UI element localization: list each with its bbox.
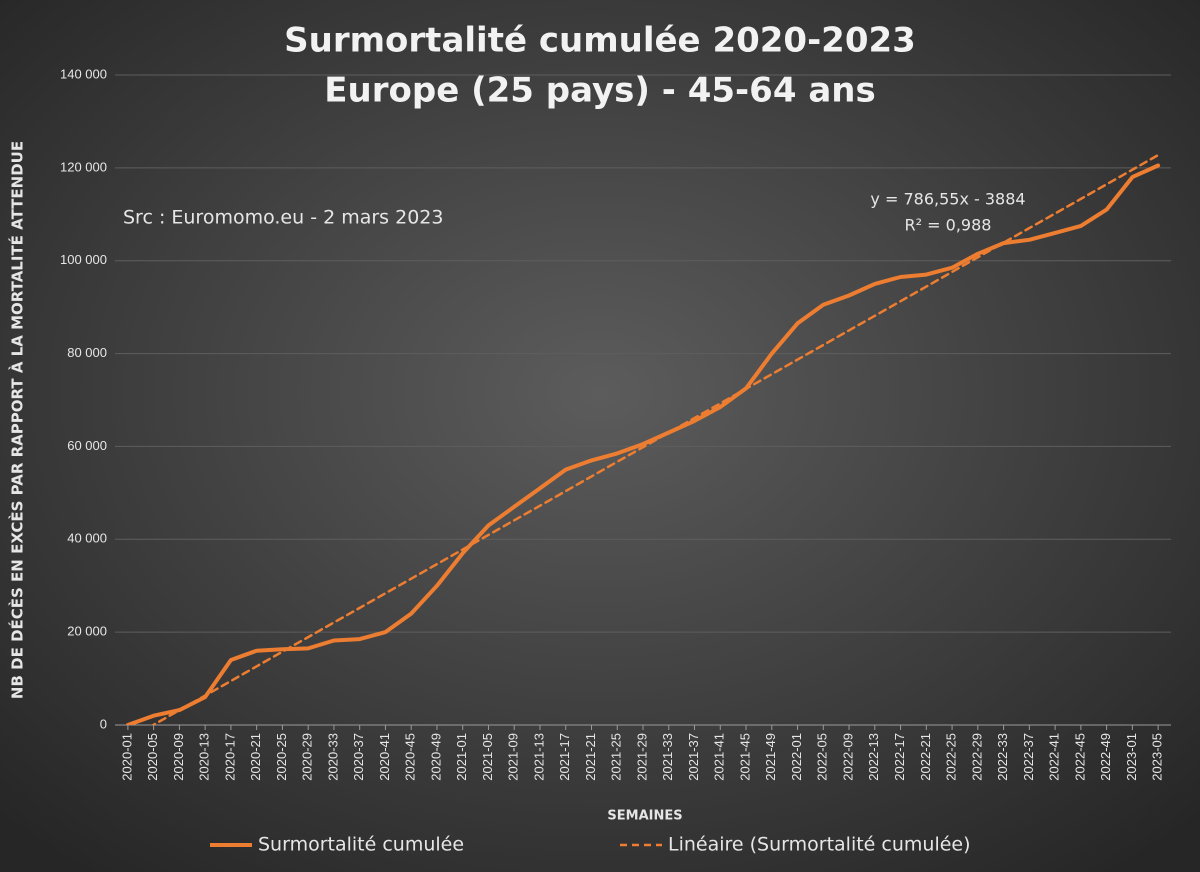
x-tick-label: 2022-13 xyxy=(866,733,881,781)
y-tick-label: 40 000 xyxy=(67,531,107,546)
x-tick-label: 2022-05 xyxy=(815,733,830,781)
x-tick-label: 2020-05 xyxy=(145,733,160,781)
y-tick-label: 0 xyxy=(100,716,107,731)
source-note: Src : Euromomo.eu - 2 mars 2023 xyxy=(123,207,443,229)
x-tick-label: 2020-41 xyxy=(377,733,392,781)
x-tick-label: 2020-25 xyxy=(274,733,289,781)
x-tick-label: 2021-33 xyxy=(660,733,675,781)
trend-r2: R² = 0,988 xyxy=(905,216,992,235)
x-tick-label: 2022-29 xyxy=(969,733,984,781)
plot-area xyxy=(125,153,1161,725)
x-tick-label: 2020-29 xyxy=(300,733,315,781)
x-tick-label: 2022-37 xyxy=(1021,733,1036,781)
y-tick-label: 20 000 xyxy=(67,624,107,639)
chart-subtitle: Europe (25 pays) - 45-64 ans xyxy=(324,71,875,111)
chart-title: Surmortalité cumulée 2020-2023 xyxy=(284,21,916,61)
x-tick-label: 2020-49 xyxy=(428,733,443,781)
x-tick-label: 2020-17 xyxy=(222,733,237,781)
y-tick-label: 120 000 xyxy=(60,159,107,174)
x-tick-label: 2021-21 xyxy=(583,733,598,781)
y-axis-title: NB DE DÉCÈS EN EXCÈS PAR RAPPORT À LA MO… xyxy=(8,141,27,699)
y-tick-label: 60 000 xyxy=(67,438,107,453)
x-tick-label: 2022-45 xyxy=(1072,733,1087,781)
x-tick-label: 2021-37 xyxy=(686,733,701,781)
x-tick-label: 2022-17 xyxy=(892,733,907,781)
legend-label: Linéaire (Surmortalité cumulée) xyxy=(668,834,971,856)
y-tick-label: 80 000 xyxy=(67,345,107,360)
x-tick-label: 2020-45 xyxy=(403,733,418,781)
x-tick-label: 2020-01 xyxy=(119,733,134,781)
x-tick-label: 2022-25 xyxy=(944,733,959,781)
y-tick-label: 100 000 xyxy=(60,252,107,267)
x-tick-label: 2023-05 xyxy=(1150,733,1165,781)
x-tick-label: 2021-13 xyxy=(531,733,546,781)
trend-equation: y = 786,55x - 3884 xyxy=(870,190,1025,209)
x-tick-label: 2021-09 xyxy=(506,733,521,781)
x-tick-label: 2021-17 xyxy=(557,733,572,781)
x-tick-label: 2021-41 xyxy=(712,733,727,781)
legend: Surmortalité cumulée Linéaire (Surmortali… xyxy=(210,834,971,856)
y-tick-label: 140 000 xyxy=(60,66,107,81)
x-tick-label: 2021-25 xyxy=(609,733,624,781)
x-tick-label: 2021-05 xyxy=(480,733,495,781)
legend-label: Surmortalité cumulée xyxy=(258,834,464,856)
x-tick-label: 2022-21 xyxy=(918,733,933,781)
grid: 0 20 000 40 000 60 000 80 000 100 000 120 000 1… xyxy=(60,66,1171,781)
x-tick-label: 2021-49 xyxy=(763,733,778,781)
x-tick-label: 2020-33 xyxy=(325,733,340,781)
x-tick-label: 2020-21 xyxy=(248,733,263,781)
x-tick-label: 2020-13 xyxy=(197,733,212,781)
x-tick-label: 2023-01 xyxy=(1124,733,1139,781)
x-tick-label: 2020-37 xyxy=(351,733,366,781)
x-tick-label: 2022-33 xyxy=(995,733,1010,781)
x-axis-title: SEMAINES xyxy=(607,809,682,824)
data-line xyxy=(125,163,1161,725)
x-tick-label: 2021-45 xyxy=(737,733,752,781)
x-tick-label: 2021-01 xyxy=(454,733,469,781)
trend-line xyxy=(150,153,1160,725)
x-tick-label: 2022-01 xyxy=(789,733,804,781)
x-tick-label: 2020-09 xyxy=(171,733,186,781)
x-tick-label: 2021-29 xyxy=(634,733,649,781)
x-tick-label: 2022-09 xyxy=(840,733,855,781)
x-tick-label: 2022-41 xyxy=(1047,733,1062,781)
x-tick-label: 2022-49 xyxy=(1098,733,1113,781)
